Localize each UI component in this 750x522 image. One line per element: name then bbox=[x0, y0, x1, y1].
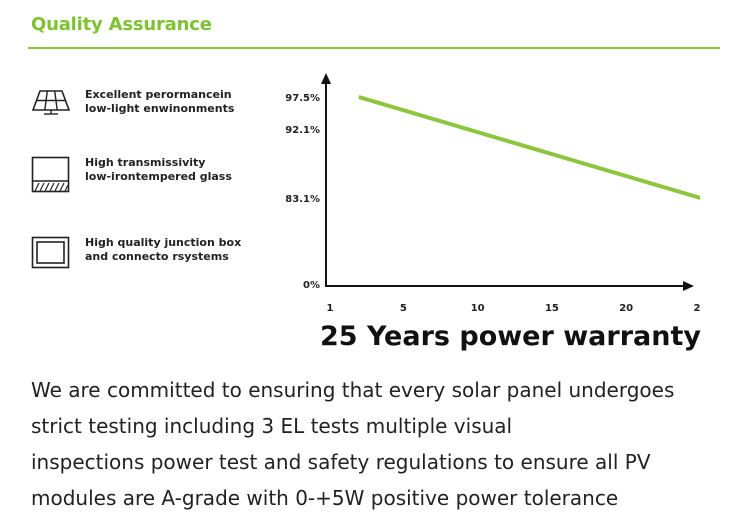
warranty-chart: 0%83.1%92.1%97.5% 1510152025 bbox=[285, 73, 700, 314]
feature-line: and connecto rsystems bbox=[85, 250, 229, 263]
feature-text: High quality junction box and connecto r… bbox=[85, 236, 241, 264]
y-tick-label: 0% bbox=[303, 280, 320, 291]
x-tick-label: 5 bbox=[400, 303, 407, 314]
description-line: inspections power test and safety regula… bbox=[31, 450, 651, 474]
glass-pane-icon bbox=[31, 156, 70, 193]
x-axis-arrow bbox=[683, 281, 694, 291]
description-line: modules are A-grade with 0-+5W positive … bbox=[31, 486, 619, 510]
header-divider bbox=[28, 47, 720, 49]
x-tick-label: 20 bbox=[619, 303, 633, 314]
y-tick-label: 83.1% bbox=[285, 194, 320, 205]
feature-text: Excellent perormancein low-light enwinon… bbox=[85, 88, 234, 116]
feature-line: low-light enwinonments bbox=[85, 102, 235, 115]
x-tick-label: 1 bbox=[327, 303, 334, 314]
description: We are committed to ensuring that every … bbox=[31, 372, 746, 516]
feature-line: low-irontempered glass bbox=[85, 170, 232, 183]
feature-line: Excellent perormancein bbox=[85, 88, 232, 101]
y-tick-label: 92.1% bbox=[285, 125, 320, 136]
chart-title: 25 Years power warranty bbox=[320, 321, 701, 352]
series-lines bbox=[358, 95, 700, 200]
x-tick-labels: 1510152025 bbox=[327, 303, 700, 314]
x-tick-label: 15 bbox=[545, 303, 559, 314]
y-axis-arrow bbox=[321, 73, 331, 84]
series-line bbox=[358, 95, 700, 200]
solar-panel-icon bbox=[31, 90, 71, 115]
feature-line: High quality junction box bbox=[85, 236, 242, 249]
x-tick-label: 25 bbox=[693, 303, 700, 314]
y-tick-labels: 0% 83.1% 92.1% 97.5% bbox=[285, 93, 320, 291]
y-tick-label: 97.5% bbox=[285, 93, 320, 104]
junction-box-icon bbox=[31, 236, 70, 269]
feature-text: High transmissivity low-irontempered gla… bbox=[85, 156, 232, 184]
page-title: Quality Assurance bbox=[31, 14, 212, 35]
description-line: strict testing including 3 EL tests mult… bbox=[31, 414, 513, 438]
x-tick-label: 10 bbox=[471, 303, 485, 314]
description-line: We are committed to ensuring that every … bbox=[31, 378, 675, 402]
feature-line: High transmissivity bbox=[85, 156, 206, 169]
